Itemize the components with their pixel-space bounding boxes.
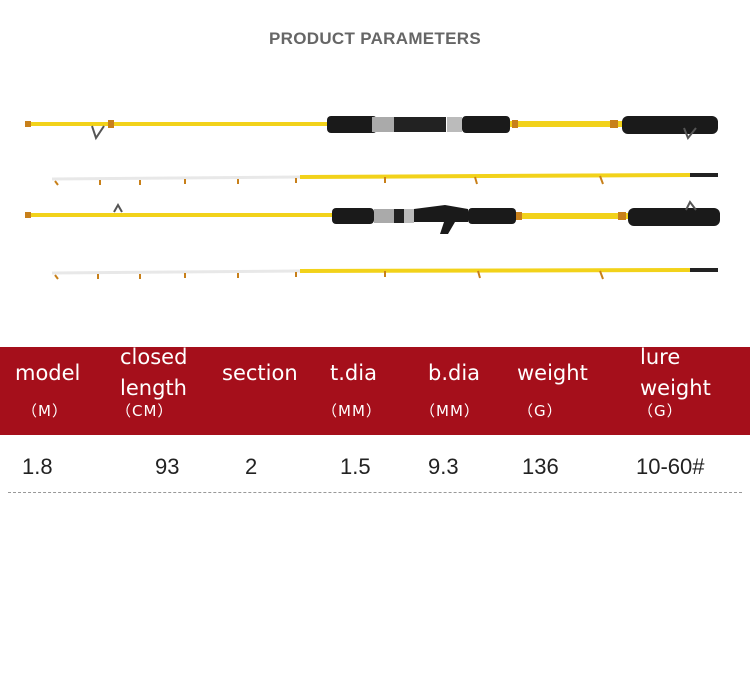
column-header: weight (517, 361, 588, 385)
column-unit: （G） (518, 402, 563, 420)
rod-tip (51, 268, 718, 280)
table-cell: 136 (522, 454, 559, 479)
rod-tip (51, 173, 718, 186)
column-header: closed length (120, 345, 188, 400)
column-unit: （MM） (420, 402, 480, 420)
column-unit: （M） (22, 402, 68, 420)
table-cell: 2 (245, 454, 258, 479)
rod-casting (25, 200, 720, 234)
table-cell: 1.8 (22, 454, 53, 479)
column-unit: （CM） (116, 402, 174, 420)
title: PRODUCT PARAMETERS (269, 29, 481, 48)
column-header: lure weight (640, 345, 711, 400)
table-cell: 10-60# (636, 454, 705, 479)
column-header: b.dia (428, 361, 481, 385)
column-unit: （MM） (322, 402, 382, 420)
table-cell: 1.5 (340, 454, 371, 479)
table-header (0, 347, 750, 435)
column-header: model (15, 361, 81, 385)
row-divider (8, 492, 742, 493)
table-cell: 9.3 (428, 454, 459, 479)
product-image (25, 116, 720, 280)
rod-spinning (25, 116, 718, 141)
column-header: section (222, 361, 298, 385)
table-cell: 93 (155, 454, 180, 479)
column-header: t.dia (330, 361, 377, 385)
column-unit: （G） (638, 402, 683, 420)
